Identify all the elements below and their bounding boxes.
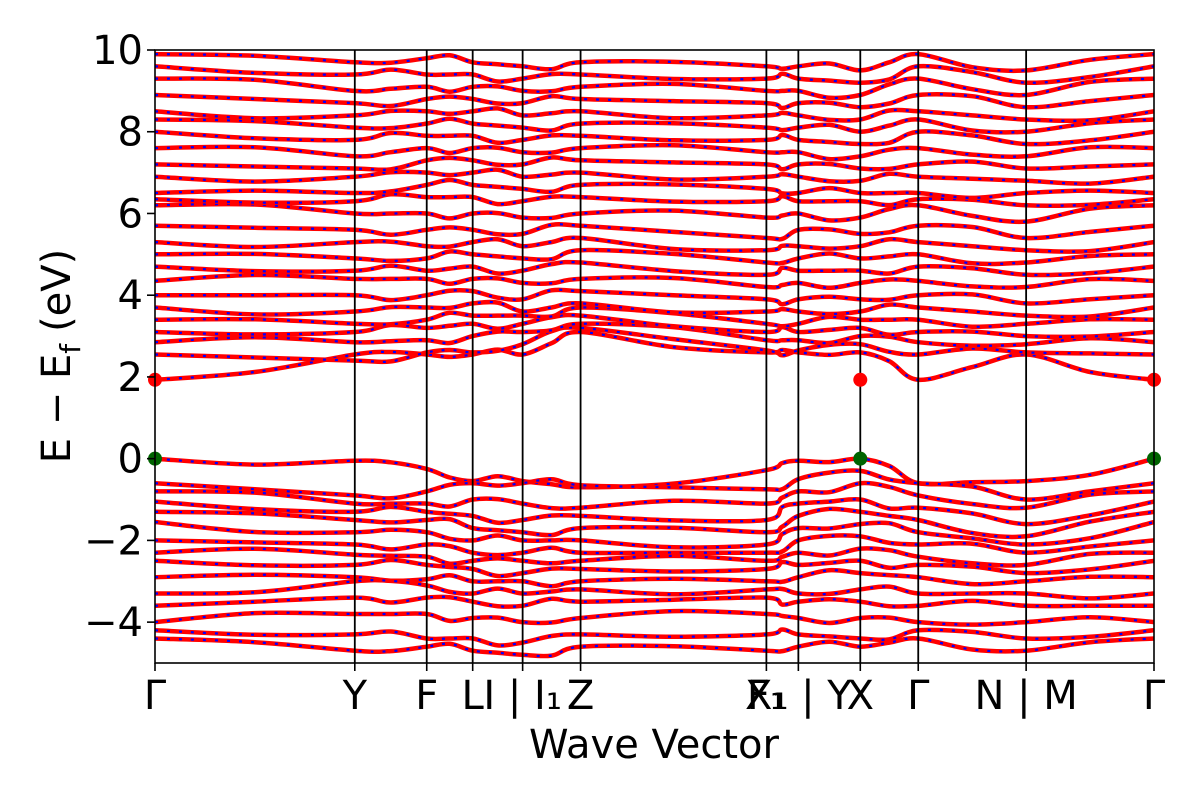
band-line (155, 456, 1154, 490)
band-line-inner (155, 637, 1154, 658)
x-axis-label: Wave Vector (529, 722, 780, 768)
band-line (155, 325, 1154, 365)
band-line (155, 272, 1154, 291)
band-line (155, 299, 1154, 320)
band-line-inner (155, 313, 1154, 338)
y-axis-label: E − Ef (eV) (34, 249, 87, 464)
band-line (155, 116, 1154, 135)
y-axis-label-subscript: f (54, 343, 87, 354)
band-line (155, 287, 1154, 307)
band-line (155, 51, 1154, 74)
y-tick-label: 0 (118, 437, 143, 483)
band-line-inner (155, 168, 1154, 185)
k-point-label: Y (342, 673, 368, 719)
band-line-inner (155, 193, 1154, 207)
band-line-inner (155, 330, 1154, 381)
plot-frame (154, 49, 1155, 664)
band-line (155, 468, 1154, 502)
band-line-inner (155, 117, 1154, 134)
band-line-inner (155, 52, 1154, 72)
k-point-label: L (462, 673, 485, 719)
y-tick-label: −2 (84, 518, 143, 564)
band-line-inner (155, 64, 1154, 84)
y-axis-label-unit: (eV) (34, 249, 80, 332)
y-tick-label: 6 (118, 191, 143, 237)
band-line (155, 167, 1154, 186)
y-tick-label: 2 (118, 355, 143, 401)
band-line-inner (155, 520, 1154, 549)
y-axis-label-main: E − E (34, 354, 80, 464)
band-line-inner (155, 507, 1154, 539)
band-line-inner (155, 498, 1154, 526)
band-line (155, 627, 1154, 648)
band-line (155, 142, 1154, 162)
band-line (155, 235, 1154, 254)
k-point-label: Γ (907, 673, 930, 719)
y-tick-label: −4 (84, 600, 143, 646)
band-line (155, 636, 1154, 659)
y-axis: −4 −2 0 2 4 6 8 10 (84, 28, 155, 646)
k-point-label: I | I₁ (483, 673, 562, 719)
band-line-inner (155, 143, 1154, 161)
band-line (155, 155, 1154, 173)
band-line (155, 594, 1154, 609)
band-line-inner (155, 178, 1154, 200)
band-line-inner (155, 77, 1154, 100)
k-point-label: Γ (1143, 673, 1166, 719)
k-point-label: F₁ (747, 673, 786, 719)
k-point-label: X (847, 673, 874, 719)
band-line-inner (155, 609, 1154, 626)
band-line-inner (155, 130, 1154, 146)
band-edge-markers (148, 372, 1161, 466)
k-point-label: N | M (974, 673, 1077, 719)
high-symmetry-lines (353, 50, 1028, 663)
band-line (155, 201, 1154, 225)
band-edge-marker (853, 372, 868, 387)
k-point-label: F (415, 673, 438, 719)
band-line-inner (155, 628, 1154, 647)
band-line-inner (155, 107, 1154, 122)
band-line-inner (155, 558, 1154, 578)
y-tick-label: 4 (118, 273, 143, 319)
band-line (155, 546, 1154, 568)
k-point-label: X₁ | Y (745, 673, 852, 719)
y-tick-label: 10 (92, 28, 143, 74)
band-line (155, 221, 1154, 242)
band-line-inner (155, 481, 1154, 510)
band-line-inner (155, 273, 1154, 289)
band-line (155, 533, 1154, 558)
y-tick-label: 8 (118, 110, 143, 156)
band-line (155, 92, 1154, 111)
band-line-inner (155, 156, 1154, 171)
k-point-label: Γ (144, 673, 167, 719)
bands-layer (155, 51, 1154, 659)
k-point-label: Z (567, 673, 594, 719)
band-edge-marker (853, 451, 868, 466)
band-line (155, 247, 1154, 267)
band-line-inner (155, 260, 1154, 277)
band-line-inner (155, 579, 1154, 600)
